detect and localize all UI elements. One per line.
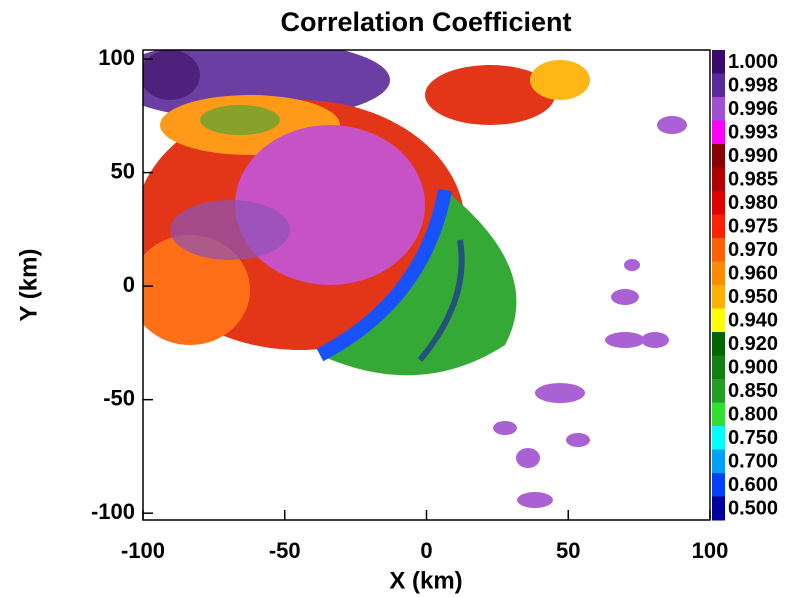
- colorbar-swatch: [712, 426, 725, 450]
- y-tick-label: -100: [91, 499, 135, 524]
- colorbar-label: 0.990: [728, 145, 778, 167]
- colorbar-label: 0.985: [728, 169, 778, 191]
- colorbar-swatch: [712, 120, 725, 145]
- colorbar-swatch: [712, 50, 725, 74]
- colorbar-swatch: [712, 97, 725, 121]
- colorbar-label: 0.750: [728, 427, 778, 449]
- colorbar-label: 0.960: [728, 263, 778, 285]
- colorbar-swatch: [712, 355, 725, 380]
- colorbar-label: 0.920: [728, 333, 778, 355]
- x-tick-label: -50: [269, 538, 301, 563]
- colorbar-swatch: [712, 379, 725, 403]
- colorbar-label: 0.950: [728, 286, 778, 308]
- x-tick-label: -100: [121, 538, 165, 563]
- radar-field: [143, 50, 687, 508]
- colorbar-swatch: [712, 449, 725, 474]
- x-tick-label: 100: [692, 538, 729, 563]
- colorbar-label: 0.800: [728, 404, 778, 426]
- colorbar-label: 0.975: [728, 216, 778, 238]
- colorbar-swatch: [712, 308, 725, 333]
- x-tick-label: 50: [556, 538, 580, 563]
- colorbar-label: 0.940: [728, 310, 778, 332]
- y-tick-label: -50: [103, 385, 135, 410]
- colorbar-label: 0.993: [728, 122, 778, 144]
- colorbar-swatch: [712, 238, 725, 262]
- x-tick-label: 0: [420, 538, 432, 563]
- colorbar-swatch: [712, 496, 725, 521]
- colorbar-label: 1.000: [728, 51, 778, 73]
- y-axis-label: Y (km): [15, 249, 42, 322]
- colorbar-label: 0.970: [728, 239, 778, 261]
- colorbar-swatch: [712, 473, 725, 497]
- colorbar-swatch: [712, 167, 725, 192]
- colorbar-label: 0.600: [728, 474, 778, 496]
- colorbar-swatch: [712, 191, 725, 215]
- chart-title: Correlation Coefficient: [280, 7, 571, 37]
- y-tick-label: 100: [98, 45, 135, 70]
- colorbar-label: 0.900: [728, 357, 778, 379]
- y-tick-label: 0: [123, 272, 135, 297]
- colorbar-swatch: [712, 144, 725, 168]
- colorbar-label: 0.500: [728, 498, 778, 520]
- colorbar-swatch: [712, 214, 725, 239]
- colorbar-label: 0.996: [728, 98, 778, 120]
- colorbar-label: 0.980: [728, 192, 778, 214]
- colorbar-swatch: [712, 332, 725, 356]
- colorbar-swatch: [712, 261, 725, 286]
- colorbar-swatch: [712, 402, 725, 427]
- y-tick-label: 50: [111, 158, 135, 183]
- x-axis-label: X (km): [389, 567, 462, 594]
- colorbar-swatch: [712, 285, 725, 309]
- colorbar-label: 0.850: [728, 380, 778, 402]
- colorbar-swatch: [712, 73, 725, 98]
- colorbar-label: 0.998: [728, 75, 778, 97]
- colorbar-label: 0.700: [728, 451, 778, 473]
